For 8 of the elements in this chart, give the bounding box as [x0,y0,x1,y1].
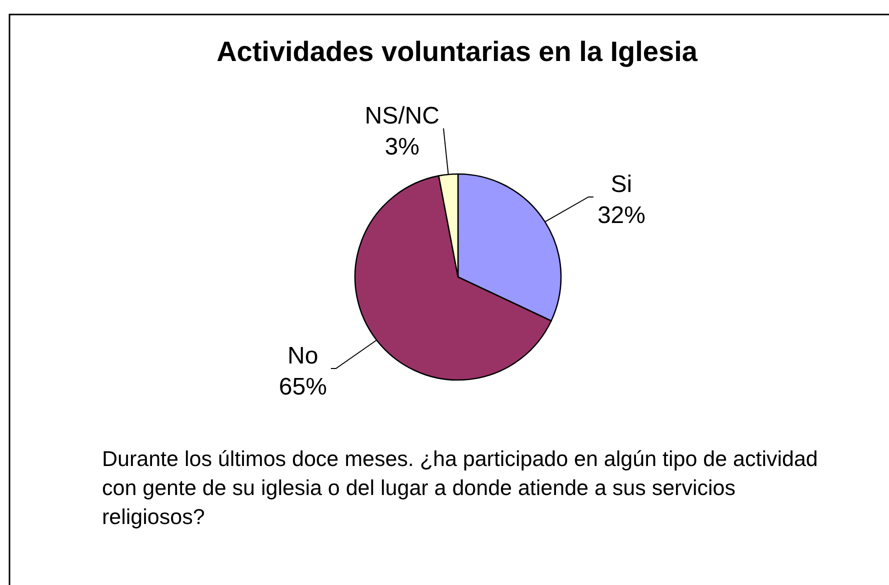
slice-label: Si [610,170,632,198]
chart-title: Actividades voluntarias en la Iglesia [216,36,698,67]
data-label: 32% [597,202,646,229]
data-label: 3% [384,133,420,160]
data-label: 65% [278,374,327,401]
text: Durante los últimos doce meses. ¿ha participado en algún tipo de actividad con gente de su iglesia o del lugar a donde atiende a sus servicios religiosos? [102,447,818,529]
slice-label: No [288,342,318,370]
slice-label: NS/NC [364,102,440,130]
